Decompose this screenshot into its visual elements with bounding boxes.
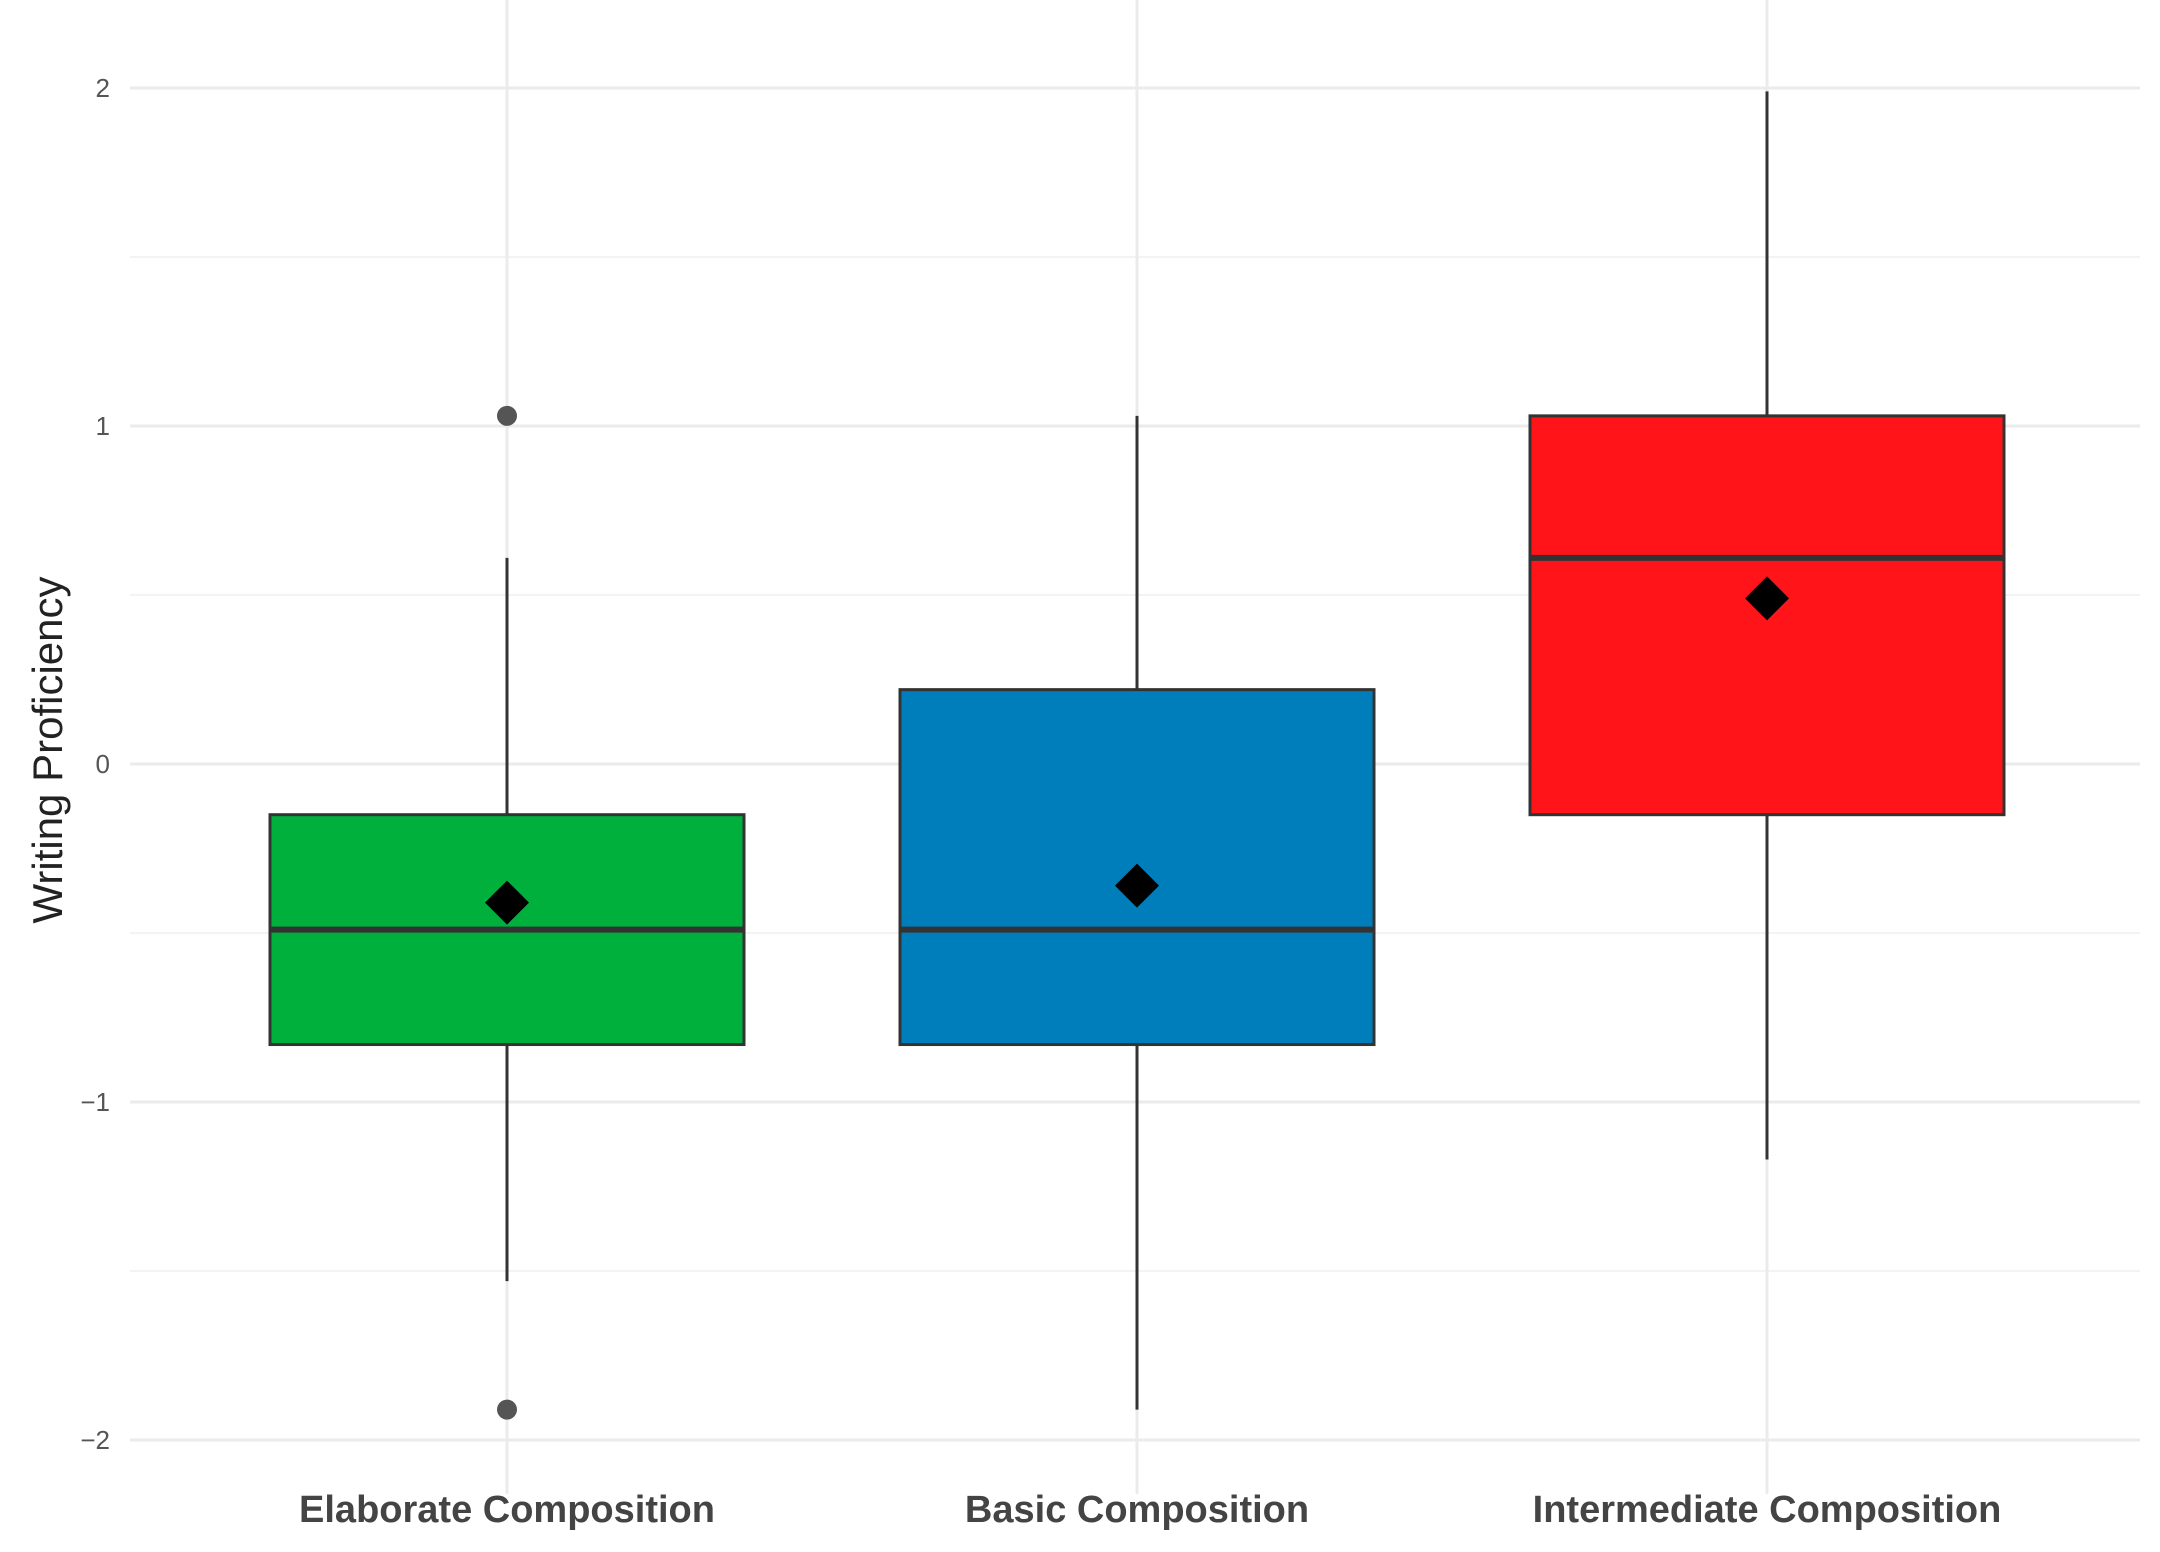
mean-marker xyxy=(1745,576,1789,621)
x-tick-label: Basic Composition xyxy=(965,1489,1309,1531)
y-tick-label: 1 xyxy=(96,411,110,441)
mean-marker xyxy=(485,880,529,925)
box-group xyxy=(1528,91,2006,1160)
x-tick-labels: Elaborate Composition Basic Composition In… xyxy=(299,1489,2001,1531)
box-iqr xyxy=(898,688,1376,1047)
x-tick-label: Elaborate Composition xyxy=(299,1489,715,1531)
outlier-point xyxy=(497,405,517,426)
y-tick-label: −2 xyxy=(80,1425,110,1455)
box-group xyxy=(268,405,746,1420)
boxes xyxy=(268,91,2006,1420)
x-tick-label: Intermediate Composition xyxy=(1533,1489,2002,1531)
y-tick-labels: −2 −1 0 1 2 xyxy=(80,73,110,1455)
y-tick-label: 2 xyxy=(96,73,110,103)
y-axis-title: Writing Proficiency xyxy=(24,577,71,924)
box-group xyxy=(898,415,1376,1410)
outlier-point xyxy=(497,1399,517,1420)
y-tick-label: −1 xyxy=(80,1087,110,1117)
mean-marker xyxy=(1115,863,1159,908)
y-tick-label: 0 xyxy=(96,749,110,779)
